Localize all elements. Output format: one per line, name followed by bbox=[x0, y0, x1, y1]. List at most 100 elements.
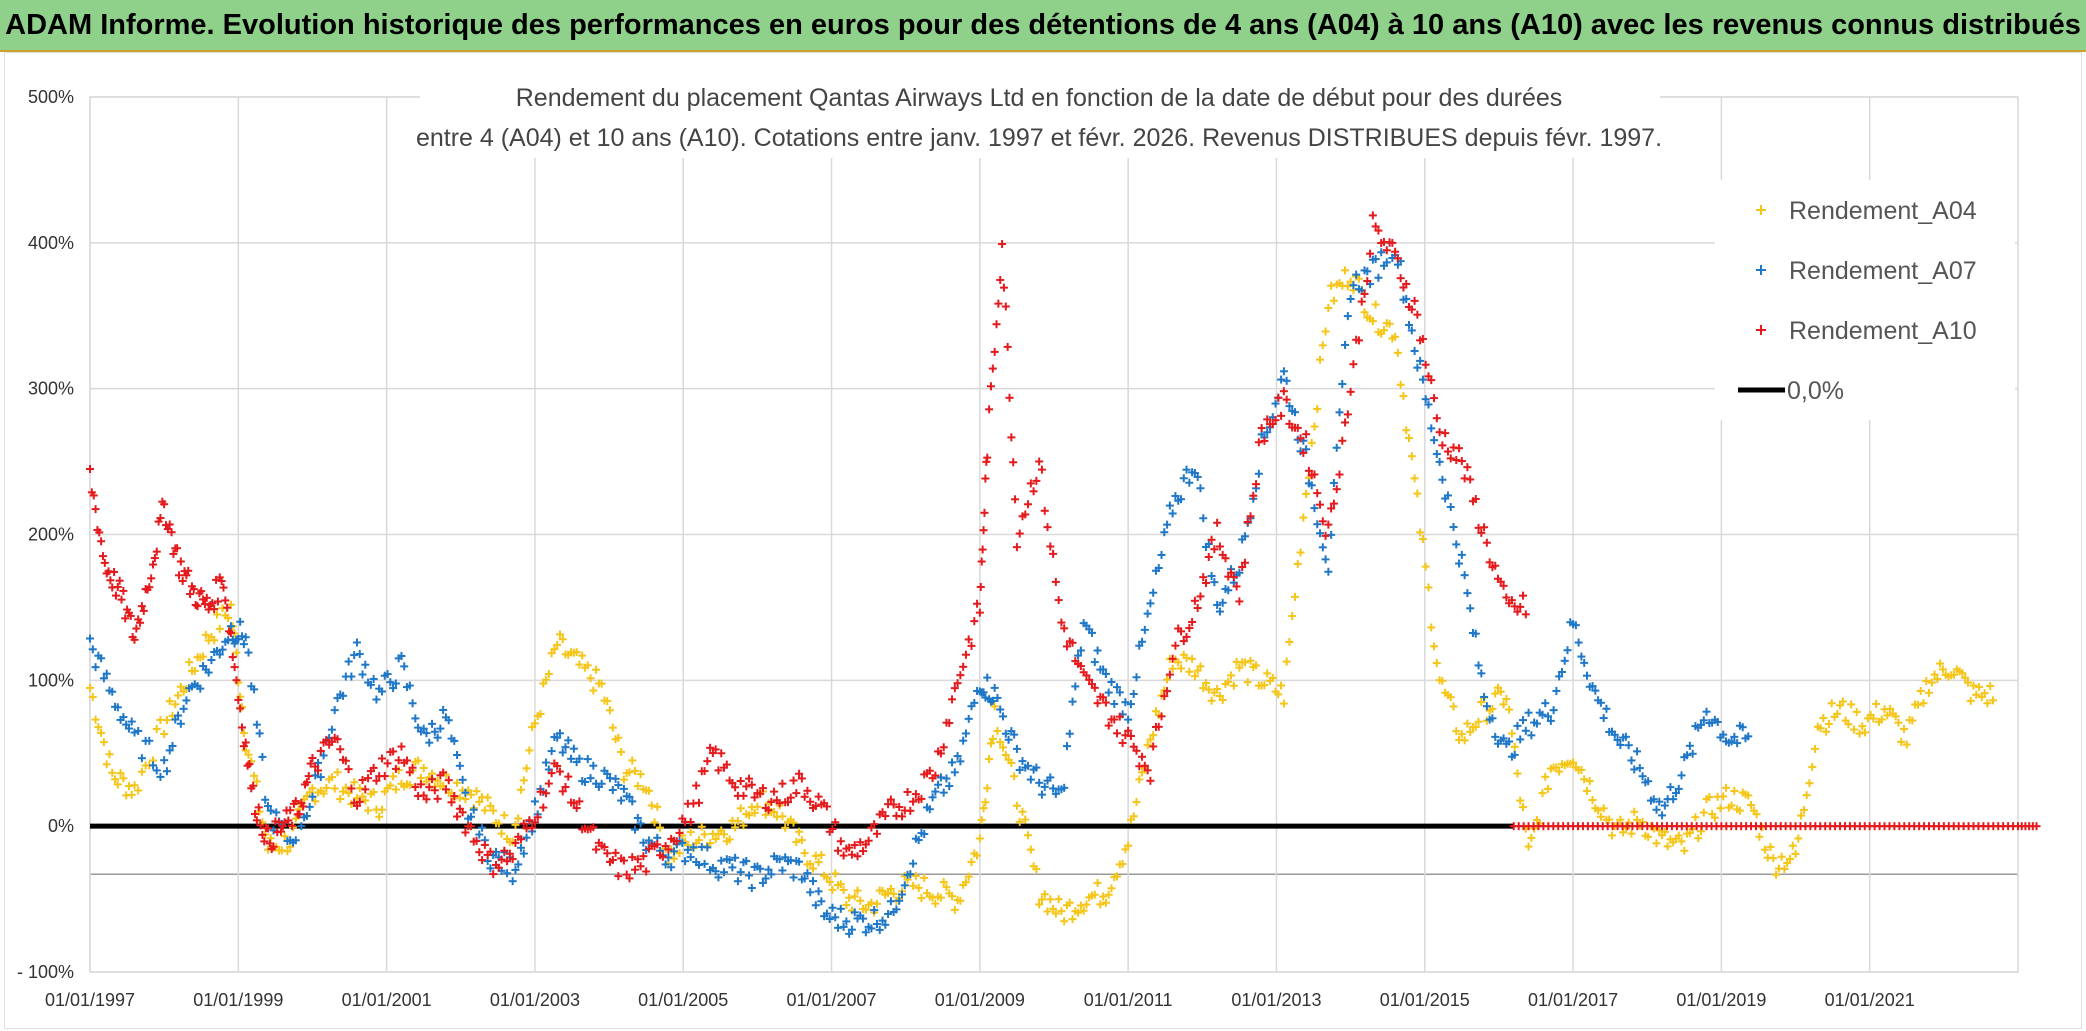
data-point-rendement_a07 bbox=[1146, 599, 1155, 608]
data-point-rendement_a04 bbox=[327, 773, 336, 782]
data-point-rendement_a10 bbox=[906, 806, 915, 815]
data-point-rendement_a04 bbox=[950, 905, 959, 914]
data-point-rendement_a10 bbox=[917, 794, 926, 803]
data-point-rendement_a07 bbox=[1652, 805, 1661, 814]
data-point-rendement_a07 bbox=[400, 662, 409, 671]
data-point-rendement_a04 bbox=[1046, 895, 1055, 904]
data-point-rendement_a07 bbox=[1046, 773, 1055, 782]
data-point-rendement_a07 bbox=[1432, 450, 1441, 459]
data-point-rendement_a04 bbox=[1371, 300, 1380, 309]
data-point-rendement_a04 bbox=[781, 823, 790, 832]
data-point-rendement_a04 bbox=[1021, 815, 1030, 824]
data-point-rendement_a04 bbox=[1132, 798, 1141, 807]
data-point-rendement_a04 bbox=[241, 746, 250, 755]
data-point-rendement_a07 bbox=[814, 887, 823, 896]
data-point-rendement_a04 bbox=[1538, 789, 1547, 798]
data-point-rendement_a10 bbox=[503, 857, 512, 866]
data-point-rendement_a10 bbox=[717, 749, 726, 758]
data-point-rendement_a07 bbox=[1235, 568, 1244, 577]
data-point-rendement_a04 bbox=[1599, 804, 1608, 813]
data-point-rendement_a04 bbox=[1229, 681, 1238, 690]
data-point-rendement_a07 bbox=[1510, 750, 1519, 759]
data-point-rendement_a07 bbox=[1321, 555, 1330, 564]
data-point-rendement_a10 bbox=[221, 596, 230, 605]
data-point-rendement_a07 bbox=[611, 774, 620, 783]
data-point-rendement_a10 bbox=[789, 776, 798, 785]
data-point-rendement_a07 bbox=[619, 784, 628, 793]
data-point-rendement_a07 bbox=[589, 761, 598, 770]
data-point-rendement_a07 bbox=[319, 751, 328, 760]
data-point-rendement_a10 bbox=[117, 595, 126, 604]
data-point-rendement_a07 bbox=[1277, 375, 1286, 384]
data-point-rendement_a07 bbox=[1210, 578, 1219, 587]
data-point-rendement_a04 bbox=[825, 877, 834, 886]
data-point-rendement_a04 bbox=[750, 808, 759, 817]
data-point-rendement_a10 bbox=[86, 465, 94, 474]
data-point-rendement_a04 bbox=[628, 756, 637, 765]
data-point-rendement_a07 bbox=[1669, 795, 1678, 804]
data-point-rendement_a10 bbox=[286, 806, 295, 815]
data-point-rendement_a10 bbox=[245, 759, 254, 768]
data-point-rendement_a07 bbox=[1062, 742, 1071, 751]
data-point-rendement_a07 bbox=[478, 823, 487, 832]
data-point-rendement_a04 bbox=[1691, 813, 1700, 822]
data-point-rendement_a04 bbox=[1493, 683, 1502, 692]
data-point-rendement_a04 bbox=[1037, 895, 1046, 904]
data-point-rendement_a10 bbox=[976, 582, 985, 591]
data-point-rendement_a07 bbox=[91, 663, 100, 672]
data-point-rendement_a04 bbox=[497, 829, 506, 838]
data-point-rendement_a04 bbox=[1710, 813, 1719, 822]
data-point-rendement_a10 bbox=[182, 571, 191, 580]
data-point-rendement_a07 bbox=[204, 668, 213, 677]
data-point-rendement_a04 bbox=[369, 788, 378, 797]
data-point-rendement_a04 bbox=[1360, 308, 1369, 317]
data-point-rendement_a04 bbox=[1051, 909, 1060, 918]
data-point-rendement_a07 bbox=[272, 808, 281, 817]
data-point-rendement_a07 bbox=[617, 796, 626, 805]
data-point-rendement_a04 bbox=[697, 822, 706, 831]
data-point-rendement_a04 bbox=[1424, 583, 1433, 592]
data-point-rendement_a07 bbox=[945, 782, 954, 791]
data-point-rendement_a04 bbox=[1263, 669, 1272, 678]
data-point-rendement_a07 bbox=[1544, 712, 1553, 721]
data-point-rendement_a04 bbox=[1471, 723, 1480, 732]
data-point-rendement_a04 bbox=[377, 805, 386, 814]
data-point-rendement_a07 bbox=[127, 717, 136, 726]
data-point-rendement_a04 bbox=[850, 892, 859, 901]
data-point-rendement_a04 bbox=[550, 645, 559, 654]
data-point-rendement_a04 bbox=[936, 893, 945, 902]
data-point-rendement_a04 bbox=[91, 715, 100, 724]
data-point-rendement_a04 bbox=[886, 884, 895, 893]
data-point-rendement_a04 bbox=[1674, 831, 1683, 840]
data-point-rendement_a04 bbox=[386, 781, 395, 790]
data-point-rendement_a07 bbox=[1685, 741, 1694, 750]
data-point-rendement_a10 bbox=[347, 784, 356, 793]
data-point-rendement_a04 bbox=[1407, 452, 1416, 461]
data-point-rendement_a07 bbox=[215, 650, 224, 659]
data-point-rendement_a07 bbox=[1363, 267, 1372, 276]
data-point-rendement_a10 bbox=[700, 767, 709, 776]
data-point-rendement_a10 bbox=[792, 789, 801, 798]
data-point-rendement_a04 bbox=[1188, 654, 1197, 663]
data-point-rendement_a10 bbox=[539, 803, 548, 812]
data-point-rendement_a07 bbox=[742, 856, 751, 865]
data-point-rendement_a10 bbox=[692, 781, 701, 790]
data-point-rendement_a07 bbox=[444, 716, 453, 725]
data-point-rendement_a07 bbox=[970, 698, 979, 707]
data-point-rendement_a04 bbox=[1772, 870, 1781, 879]
data-point-rendement_a07 bbox=[1733, 739, 1742, 748]
data-point-rendement_a07 bbox=[583, 755, 592, 764]
data-point-rendement_a07 bbox=[1413, 363, 1422, 372]
data-point-rendement_a10 bbox=[199, 595, 208, 604]
data-point-rendement_a07 bbox=[1613, 735, 1622, 744]
data-point-rendement_a04 bbox=[842, 900, 851, 909]
data-point-rendement_a04 bbox=[853, 886, 862, 895]
data-point-rendement_a07 bbox=[1176, 495, 1185, 504]
data-point-rendement_a10 bbox=[589, 823, 598, 832]
data-point-rendement_a10 bbox=[121, 614, 130, 623]
data-point-rendement_a04 bbox=[1552, 763, 1561, 772]
data-point-rendement_a10 bbox=[903, 787, 912, 796]
data-point-rendement_a04 bbox=[1135, 775, 1144, 784]
data-point-rendement_a04 bbox=[336, 795, 345, 804]
data-point-rendement_a10 bbox=[739, 791, 748, 800]
